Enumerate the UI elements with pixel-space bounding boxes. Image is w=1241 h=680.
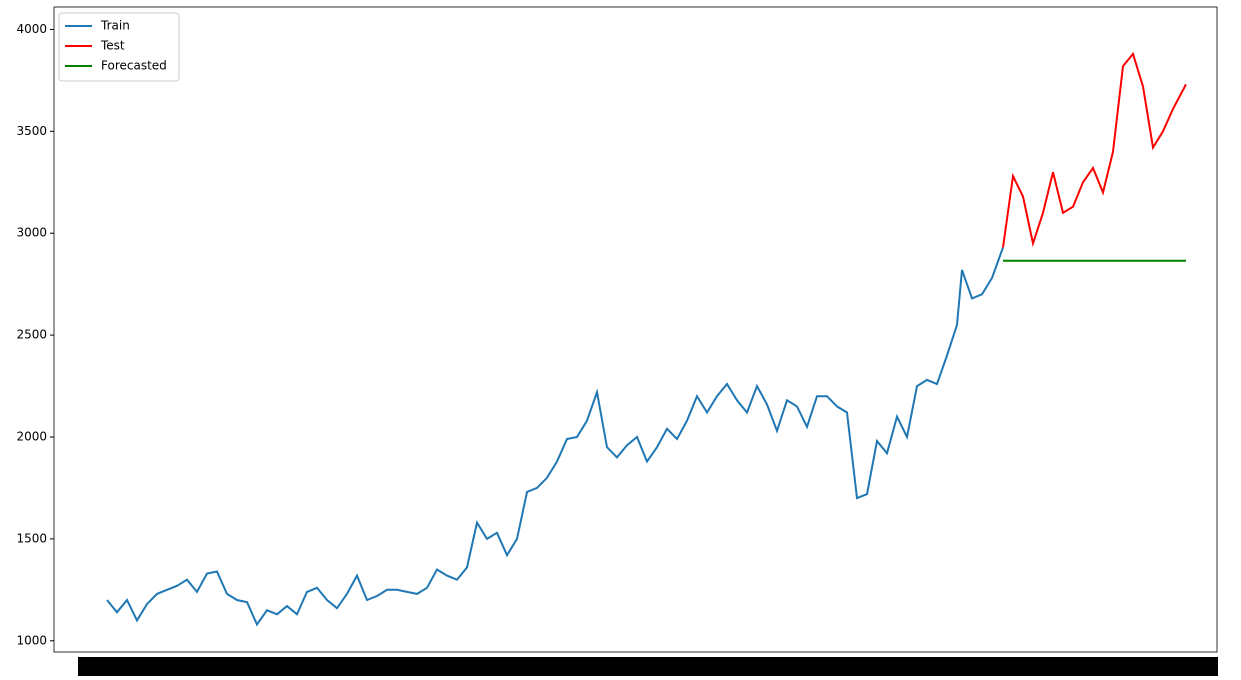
y-tick-label: 3000 xyxy=(16,226,47,240)
y-tick-label: 2000 xyxy=(16,430,47,444)
y-tick-label: 3500 xyxy=(16,124,47,138)
axes-frame xyxy=(53,6,1218,653)
series-line xyxy=(106,247,1004,627)
legend-box xyxy=(58,12,180,82)
legend-label: Test xyxy=(100,39,125,53)
y-tick-label: 1500 xyxy=(16,531,47,545)
legend-label: Train xyxy=(100,19,130,33)
x-tick-labels-overlap xyxy=(78,657,1218,676)
legend-label: Forecasted xyxy=(101,59,167,73)
y-tick-label: 2500 xyxy=(16,328,47,342)
series-line xyxy=(1002,51,1187,248)
y-tick-label: 4000 xyxy=(16,22,47,36)
y-tick-label: 1000 xyxy=(16,633,47,647)
